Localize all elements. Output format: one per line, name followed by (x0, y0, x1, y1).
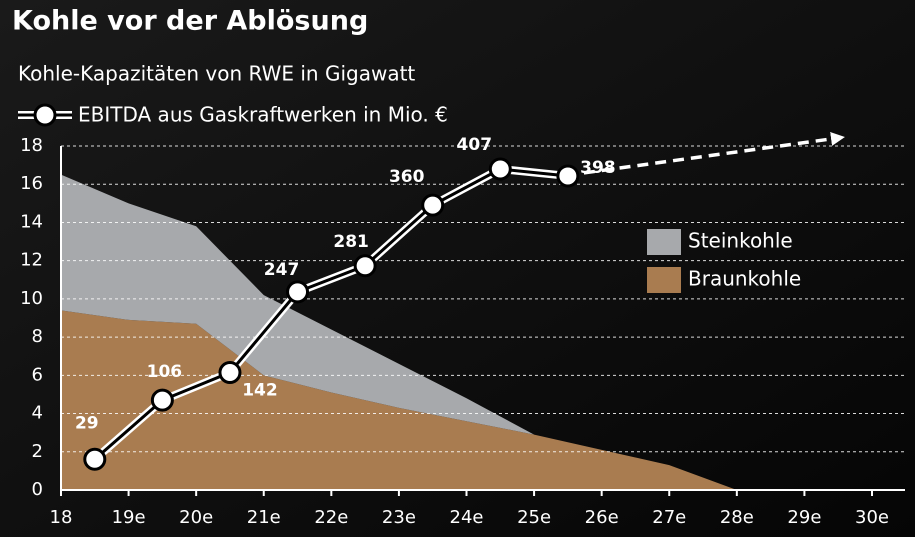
line-point (556, 164, 580, 188)
y-tick-label: 12 (20, 250, 43, 271)
x-tick-label: 27e (652, 507, 686, 528)
line-point (286, 280, 310, 304)
line (93, 167, 569, 461)
y-tick-label: 8 (32, 326, 43, 347)
legend-label: Steinkohle (688, 229, 793, 253)
trend-arrow (583, 132, 845, 175)
x-tick-label: 20e (179, 507, 213, 528)
area-braunkohle (61, 310, 737, 490)
y-tick-label: 14 (20, 211, 43, 232)
x-tick-label: 22e (314, 507, 348, 528)
x-tick-label: 24e (450, 507, 484, 528)
data-label: 407 (457, 135, 493, 155)
legend-marker (33, 103, 57, 127)
data-label: 281 (333, 232, 369, 252)
x-tick-label: 19e (112, 507, 146, 528)
y-tick-label: 18 (20, 135, 43, 156)
data-label: 247 (264, 260, 300, 280)
x-tick-label: 29e (787, 507, 821, 528)
y-tick-label: 0 (32, 479, 43, 500)
y-tick-label: 2 (32, 441, 43, 462)
x-tick-label: 18 (50, 507, 73, 528)
data-label: 106 (147, 362, 183, 382)
data-label: 360 (389, 167, 425, 187)
data-label: 398 (580, 158, 616, 178)
legend-label: Braunkohle (688, 267, 801, 291)
x-tick-label: 28e (720, 507, 754, 528)
line-point (353, 254, 377, 278)
legend-swatch (647, 229, 681, 255)
x-tick-label: 30e (855, 507, 889, 528)
y-tick-label: 16 (20, 173, 43, 194)
line-point (83, 447, 107, 471)
x-tick-label: 21e (247, 507, 281, 528)
x-tick-label: 25e (517, 507, 551, 528)
data-label: 29 (75, 413, 99, 433)
line-point (150, 388, 174, 412)
x-tick-label: 26e (585, 507, 619, 528)
y-tick-label: 4 (32, 403, 43, 424)
legend-label: EBITDA aus Gaskraftwerken in Mio. € (78, 103, 448, 127)
y-tick-label: 6 (32, 364, 43, 385)
area-steinkohle (61, 174, 737, 490)
line-point (488, 157, 512, 181)
y-tick-label: 10 (20, 288, 43, 309)
data-label: 142 (242, 381, 278, 401)
chart-title: Kohle vor der Ablösung (12, 6, 368, 37)
legend-swatch (647, 267, 681, 293)
line-point (218, 361, 242, 385)
line-point (421, 193, 445, 217)
chart-subtitle: Kohle-Kapazitäten von RWE in Gigawatt (18, 62, 415, 86)
x-tick-label: 23e (382, 507, 416, 528)
